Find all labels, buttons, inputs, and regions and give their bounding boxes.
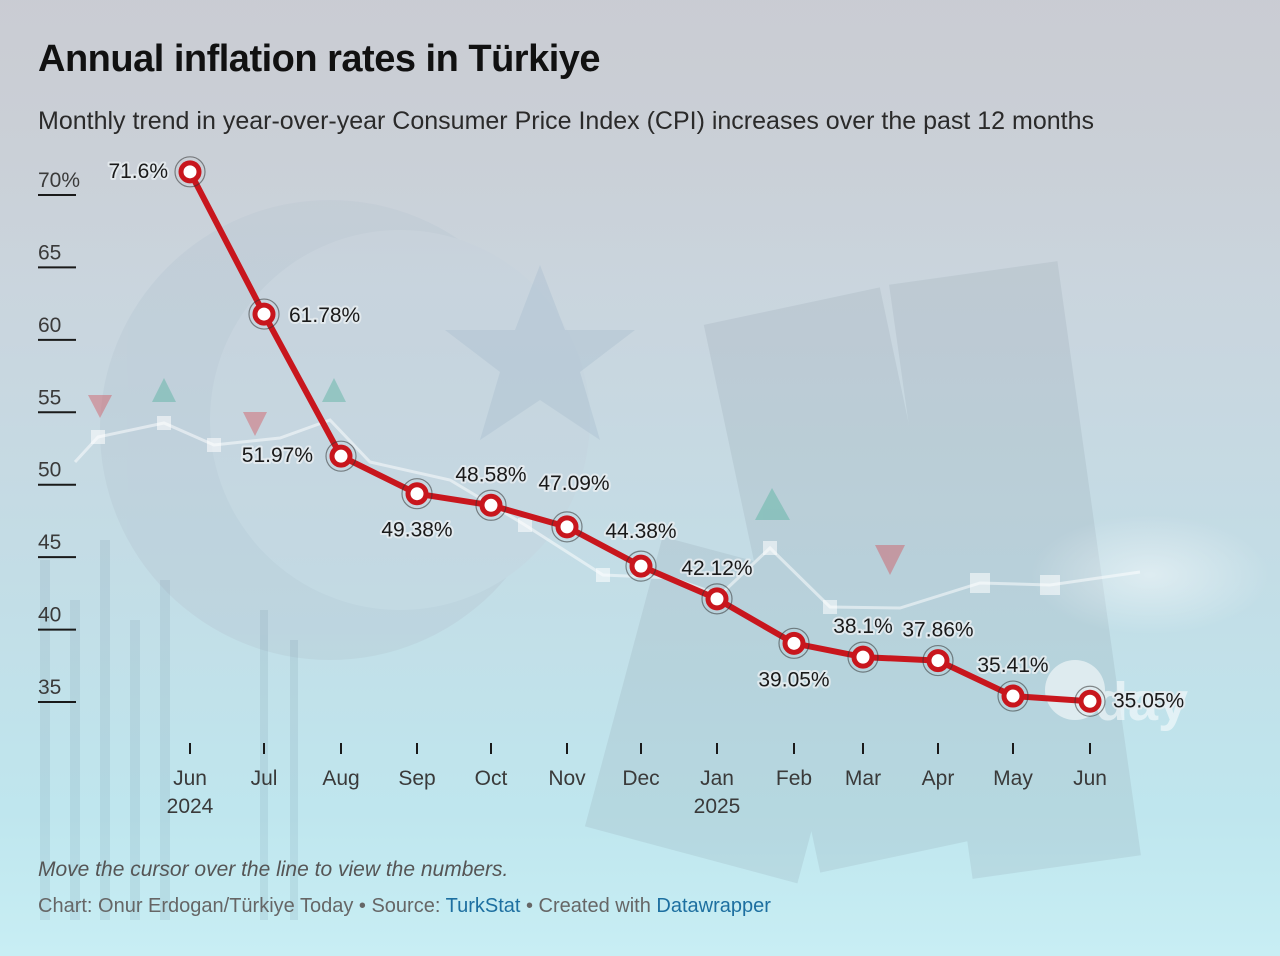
data-point[interactable]: [252, 302, 276, 326]
y-tick-label: 50: [38, 459, 61, 482]
x-tick-label: Nov: [548, 767, 586, 790]
data-label: 71.6%: [108, 160, 168, 183]
data-label: 37.86%: [902, 619, 973, 642]
data-point-halo: [325, 440, 357, 472]
y-tick-label: 70%: [38, 169, 80, 192]
line-chart[interactable]: 70% 65 60 55 50 45 40 35 Jun 2024 Jul Aug Sep Oct Nov…: [0, 0, 1280, 850]
data-point[interactable]: [479, 493, 503, 517]
data-point[interactable]: [629, 554, 653, 578]
data-point[interactable]: [1001, 684, 1025, 708]
data-point[interactable]: [405, 482, 429, 506]
y-tick-label: 45: [38, 531, 61, 554]
data-point-halo: [1074, 685, 1106, 717]
data-point-halo: [847, 641, 879, 673]
data-point[interactable]: [782, 631, 806, 655]
data-label: 35.41%: [977, 654, 1048, 677]
chart-byline: Chart: Onur Erdogan/Türkiye Today • Sour…: [38, 895, 771, 918]
byline-created-prefix: • Created with: [520, 895, 657, 917]
x-tick-label: Jun: [1073, 767, 1107, 790]
data-label: 42.12%: [681, 557, 752, 580]
y-tick-label: 55: [38, 386, 61, 409]
data-point-halo: [922, 644, 954, 677]
data-markers[interactable]: [174, 156, 1106, 717]
data-point-halo: [401, 478, 433, 510]
data-labels: 71.6% 61.78% 51.97% 49.38% 48.58% 47.09% 44.38…: [106, 158, 1186, 714]
y-tick-label: 65: [38, 241, 61, 264]
byline-source-prefix: • Source:: [353, 895, 446, 917]
x-tick-label: Aug: [322, 767, 359, 790]
x-tick-label: Jan: [700, 767, 734, 790]
x-tick-label: Dec: [622, 767, 659, 790]
x-tick-label: Sep: [398, 767, 435, 790]
data-label: 39.05%: [758, 668, 829, 691]
data-point[interactable]: [926, 649, 950, 673]
x-tick-label: Apr: [922, 767, 955, 790]
data-label: 35.05%: [1113, 689, 1184, 712]
y-tick-label: 40: [38, 604, 61, 627]
byline-author: Chart: Onur Erdogan/Türkiye Today: [38, 895, 354, 917]
data-point-halo: [475, 489, 507, 521]
data-point-halo: [551, 511, 583, 543]
x-tick-label: Feb: [776, 767, 812, 790]
chart-title: Annual inflation rates in Türkiye: [38, 38, 601, 80]
data-point[interactable]: [851, 645, 875, 669]
x-tick-label: Oct: [475, 767, 508, 790]
data-point-halo: [701, 583, 733, 615]
x-tick-label: Jul: [251, 767, 278, 790]
data-point[interactable]: [1078, 689, 1102, 713]
x-tick-label: May: [993, 767, 1033, 790]
data-label: 44.38%: [605, 520, 676, 543]
data-point-halo: [625, 550, 657, 582]
data-label: 48.58%: [455, 463, 526, 486]
data-point[interactable]: [705, 587, 729, 611]
data-label: 38.1%: [833, 615, 893, 638]
chart-notes: Move the cursor over the line to view th…: [38, 858, 509, 881]
data-label: 61.78%: [289, 304, 360, 327]
data-label: 47.09%: [538, 472, 609, 495]
x-axis: Jun 2024 Jul Aug Sep Oct Nov Dec Jan 2025 Feb Mar Ap…: [167, 743, 1107, 818]
chart-subtitle: Monthly trend in year-over-year Consumer…: [38, 107, 1095, 135]
data-label: 51.97%: [242, 444, 313, 467]
data-point-halo: [778, 627, 810, 659]
datawrapper-link[interactable]: Datawrapper: [656, 895, 771, 917]
data-point-halo: [174, 156, 206, 188]
source-link-turkstat[interactable]: TurkStat: [445, 895, 521, 917]
data-point-halo: [997, 680, 1029, 712]
data-point[interactable]: [555, 515, 579, 539]
x-tick-year-label: 2025: [694, 795, 741, 818]
data-point[interactable]: [178, 160, 202, 184]
data-point[interactable]: [329, 444, 353, 468]
x-tick-label: Jun: [173, 767, 207, 790]
data-point-halo: [248, 298, 280, 330]
y-tick-label: 60: [38, 314, 61, 337]
x-tick-label: Mar: [845, 767, 881, 790]
data-label: 49.38%: [381, 519, 452, 542]
y-axis: 70% 65 60 55 50 45 40 35: [38, 169, 80, 703]
y-tick-label: 35: [38, 676, 61, 699]
x-tick-year-label: 2024: [167, 795, 214, 818]
